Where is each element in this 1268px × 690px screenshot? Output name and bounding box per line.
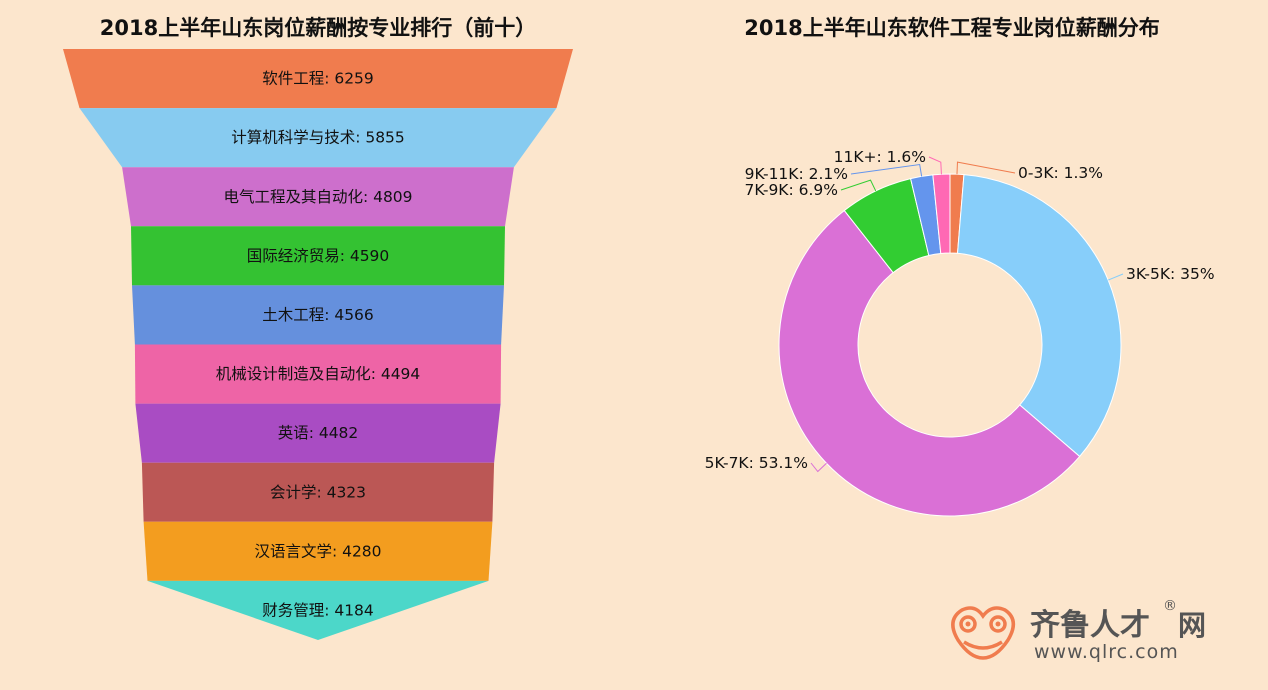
donut-slice-label: 11K+: 1.6% xyxy=(834,148,926,166)
donut-slice-label: 0-3K: 1.3% xyxy=(1018,164,1103,182)
funnel-segment-label: 会计学: 4323 xyxy=(270,483,366,501)
donut-slice-label: 9K-11K: 2.1% xyxy=(745,165,848,183)
funnel-segment-label: 英语: 4482 xyxy=(278,424,359,442)
donut-label-line xyxy=(850,163,923,177)
funnel-chart-title: 2018上半年山东岗位薪酬按专业排行（前十） xyxy=(99,16,537,40)
donut-slice-label: 7K-9K: 6.9% xyxy=(744,181,838,199)
funnel-segment xyxy=(132,285,504,345)
funnel-segment xyxy=(143,521,493,581)
funnel-segment-label: 软件工程: 6259 xyxy=(262,70,374,88)
donut-label-line xyxy=(810,462,827,473)
funnel-segment xyxy=(141,462,495,522)
funnel-segment-label: 财务管理: 4184 xyxy=(262,601,374,619)
funnel-segment-label: 国际经济贸易: 4590 xyxy=(247,247,390,265)
funnel-segment xyxy=(79,108,557,168)
donut-label-line xyxy=(1107,273,1124,281)
funnel-segment-label: 汉语言文学: 4280 xyxy=(254,542,381,560)
donut-chart-title: 2018上半年山东软件工程专业岗位薪酬分布 xyxy=(744,16,1160,40)
donut-label-line xyxy=(928,156,942,175)
funnel-segment-label: 土木工程: 4566 xyxy=(262,306,374,324)
donut-slice xyxy=(778,209,1081,517)
donut-slice xyxy=(932,173,951,255)
donut-label-line xyxy=(840,179,877,192)
funnel-segment xyxy=(135,403,501,463)
funnel-segment xyxy=(147,580,489,640)
donut-slice-label: 5K-7K: 53.1% xyxy=(705,454,808,472)
funnel-segment xyxy=(63,49,573,109)
donut-slice-label: 3K-5K: 35% xyxy=(1126,265,1215,283)
funnel-segment xyxy=(131,226,505,286)
funnel-segment xyxy=(122,167,514,227)
funnel-chart: 软件工程: 6259 计算机科学与技术: 5855 电气工程及其自动化: 4809 国… xyxy=(63,49,573,640)
funnel-segment-label: 机械设计制造及自动化: 4494 xyxy=(216,365,421,383)
donut-label-line xyxy=(956,161,1016,175)
funnel-segment-label: 电气工程及其自动化: 4809 xyxy=(223,188,412,206)
funnel-segment xyxy=(134,344,502,404)
funnel-segment-label: 计算机科学与技术: 5855 xyxy=(231,128,405,147)
donut-slice xyxy=(956,174,1122,458)
